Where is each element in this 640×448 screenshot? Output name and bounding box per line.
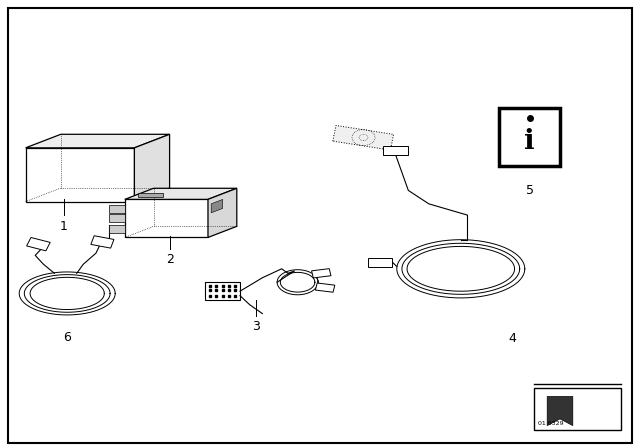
Text: 1: 1	[60, 220, 68, 233]
Text: 2: 2	[166, 253, 173, 266]
Bar	[109, 214, 125, 222]
Polygon shape	[208, 188, 237, 237]
Polygon shape	[91, 236, 114, 248]
Text: 5: 5	[525, 184, 534, 197]
Text: 3: 3	[252, 320, 260, 333]
Text: 01 6329: 01 6329	[538, 422, 563, 426]
Polygon shape	[134, 134, 170, 202]
Bar	[109, 225, 125, 233]
Polygon shape	[26, 134, 170, 148]
Polygon shape	[383, 146, 408, 155]
Polygon shape	[27, 237, 50, 251]
Text: i: i	[524, 128, 535, 155]
Bar	[109, 205, 125, 213]
Polygon shape	[26, 148, 134, 202]
Polygon shape	[333, 125, 394, 150]
Bar	[534, 388, 621, 430]
Polygon shape	[125, 188, 237, 199]
Bar	[138, 193, 163, 197]
Polygon shape	[316, 283, 335, 292]
Polygon shape	[125, 199, 208, 237]
Polygon shape	[211, 199, 223, 213]
Polygon shape	[547, 396, 573, 426]
Polygon shape	[368, 258, 392, 267]
Polygon shape	[312, 269, 331, 278]
Bar	[499, 108, 560, 166]
Text: 4: 4	[508, 332, 516, 345]
Bar	[205, 282, 240, 300]
Text: 6: 6	[63, 331, 71, 344]
